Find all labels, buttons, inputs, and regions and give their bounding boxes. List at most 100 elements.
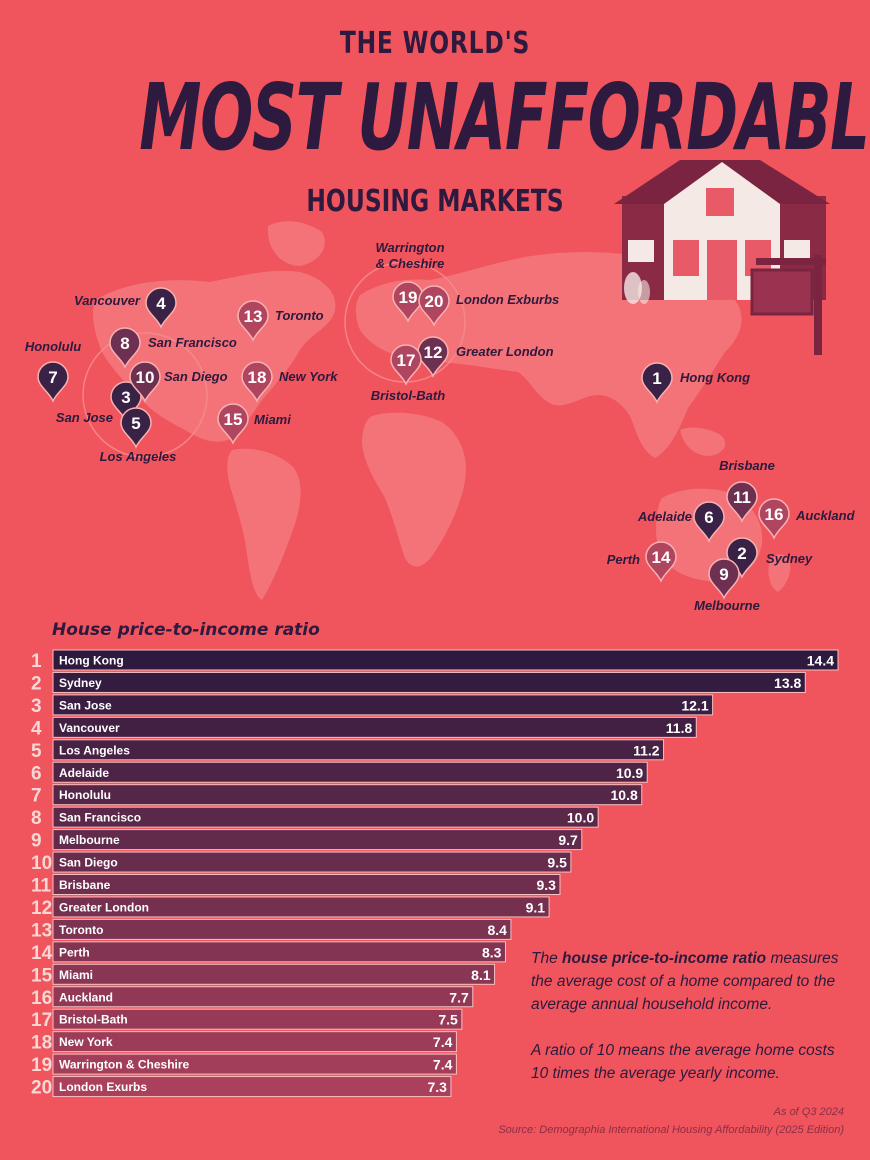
location-pin-icon (418, 285, 450, 327)
map-marker: 12 Greater London (417, 336, 554, 378)
map-marker: 13 Toronto (237, 300, 324, 342)
bar-rank: 9 (31, 831, 42, 852)
note-paragraph-1: The house price-to-income ratio measures… (531, 947, 851, 1016)
marker-city-label: Perth (607, 552, 640, 567)
bar-rank: 16 (31, 988, 52, 1009)
marker-rank: 1 (652, 369, 661, 388)
bar-value-label: 9.3 (537, 877, 557, 893)
map-marker: 9 Melbourne (694, 558, 760, 613)
map-marker: 19 Warrington & Cheshire (375, 240, 445, 323)
marker-city-label: San Francisco (148, 335, 237, 350)
location-pin-icon (37, 361, 69, 403)
marker-rank: 8 (120, 334, 129, 353)
bar-row: 5 Los Angeles 11.2 (31, 739, 665, 762)
marker-rank: 17 (397, 351, 416, 370)
bar (52, 671, 806, 693)
marker-rank: 3 (121, 388, 130, 407)
bar-rank: 18 (31, 1033, 52, 1054)
bar-rank: 8 (31, 808, 42, 829)
bar-value-label: 9.5 (547, 855, 567, 871)
marker-rank: 12 (424, 343, 443, 362)
bar-category-label: Adelaide (59, 766, 109, 780)
location-pin-icon (693, 501, 725, 543)
bar-rank: 3 (31, 696, 42, 717)
location-pin-icon (645, 541, 677, 583)
bar-rank: 15 (31, 965, 53, 986)
location-pin-icon (120, 407, 152, 449)
chart-title: House price-to-income ratio (52, 620, 320, 640)
location-pin-icon (110, 381, 142, 423)
bar-category-label: San Francisco (59, 811, 141, 825)
map-marker: 7 Honolulu (25, 339, 81, 403)
marker-city-label: Brisbane (719, 458, 775, 473)
map-marker: 2 Sydney (726, 537, 813, 579)
marker-city-label: San Diego (164, 369, 228, 384)
bar-rank: 12 (31, 898, 52, 919)
bar-row: 2 Sydney 13.8 (31, 671, 806, 694)
marker-rank: 16 (765, 505, 784, 524)
bar-row: 4 Vancouver 11.8 (31, 716, 697, 739)
bars-layer: 1 Hong Kong 14.4 2 Sydney 13.8 3 San Jose 12.1 4 V… (31, 649, 839, 1099)
bar (52, 851, 572, 873)
bar-category-label: Honolulu (59, 788, 111, 802)
bar (52, 739, 665, 761)
bar (52, 806, 599, 828)
map-marker: 5 Los Angeles (100, 407, 177, 464)
bar-row: 20 London Exurbs 7.3 (31, 1076, 452, 1099)
bar-value-label: 9.1 (526, 899, 546, 915)
bar-row: 1 Hong Kong 14.4 (31, 649, 839, 672)
marker-rank: 7 (48, 368, 57, 387)
bar-rank: 2 (31, 673, 42, 694)
bar (52, 918, 512, 940)
bar-rank: 10 (31, 853, 52, 874)
marker-city-label: Bristol-Bath (371, 388, 445, 403)
location-pin-icon (237, 300, 269, 342)
bar-rank: 6 (31, 763, 42, 784)
bar-category-label: Miami (59, 968, 93, 982)
marker-rank: 15 (224, 410, 243, 429)
bar (52, 941, 506, 963)
bar-rank: 14 (31, 943, 53, 964)
bar-row: 13 Toronto 8.4 (31, 918, 512, 941)
bar-row: 7 Honolulu 10.8 (31, 784, 643, 807)
bar-value-label: 8.1 (471, 967, 491, 983)
bar-value-label: 10.9 (616, 765, 643, 781)
marker-city-label: Auckland (795, 508, 856, 523)
as-of-date: As of Q3 2024 (773, 1106, 844, 1118)
marker-city-label: Adelaide (637, 509, 692, 524)
title-line-1: THE WORLD'S (339, 26, 531, 61)
source-citation: Source: Demographia International Housin… (498, 1124, 844, 1136)
bar-category-label: Auckland (59, 990, 113, 1004)
marker-rank: 11 (733, 488, 751, 507)
bar-value-label: 12.1 (681, 697, 708, 713)
bar-rank: 7 (31, 786, 42, 807)
bar-category-label: Melbourne (59, 833, 120, 847)
bar-category-label: Vancouver (59, 721, 120, 735)
marker-city-label: Los Angeles (100, 449, 177, 464)
bar (52, 716, 697, 738)
bar-row: 15 Miami 8.1 (31, 963, 496, 986)
bar-category-label: San Diego (59, 856, 118, 870)
bar-row: 11 Brisbane 9.3 (31, 874, 561, 897)
location-pin-icon (109, 327, 141, 369)
bar (52, 694, 714, 716)
bar-category-label: Warrington & Cheshire (59, 1058, 190, 1072)
bar-rank: 20 (31, 1078, 52, 1099)
bar-row: 8 San Francisco 10.0 (31, 806, 599, 829)
bar-category-label: San Jose (59, 698, 112, 712)
world-map: 1 Hong Kong 2 Sydney 3 San Jose 4 Vancouver 5 Los… (25, 160, 856, 613)
bar-row: 16 Auckland 7.7 (31, 986, 474, 1009)
bar-rank: 4 (31, 718, 42, 739)
bar-category-label: Bristol-Bath (59, 1013, 128, 1027)
bar-value-label: 9.7 (558, 832, 578, 848)
bar-row: 3 San Jose 12.1 (31, 694, 714, 717)
bar (52, 829, 583, 851)
bar-value-label: 11.8 (666, 720, 693, 736)
bar-row: 17 Bristol-Bath 7.5 (31, 1008, 463, 1031)
bar-value-label: 7.3 (427, 1079, 447, 1095)
bar-row: 14 Perth 8.3 (31, 941, 506, 964)
location-pin-icon (641, 362, 673, 404)
marker-rank: 5 (131, 414, 140, 433)
map-marker: 15 Miami (217, 403, 291, 445)
map-marker: 14 Perth (607, 541, 677, 583)
